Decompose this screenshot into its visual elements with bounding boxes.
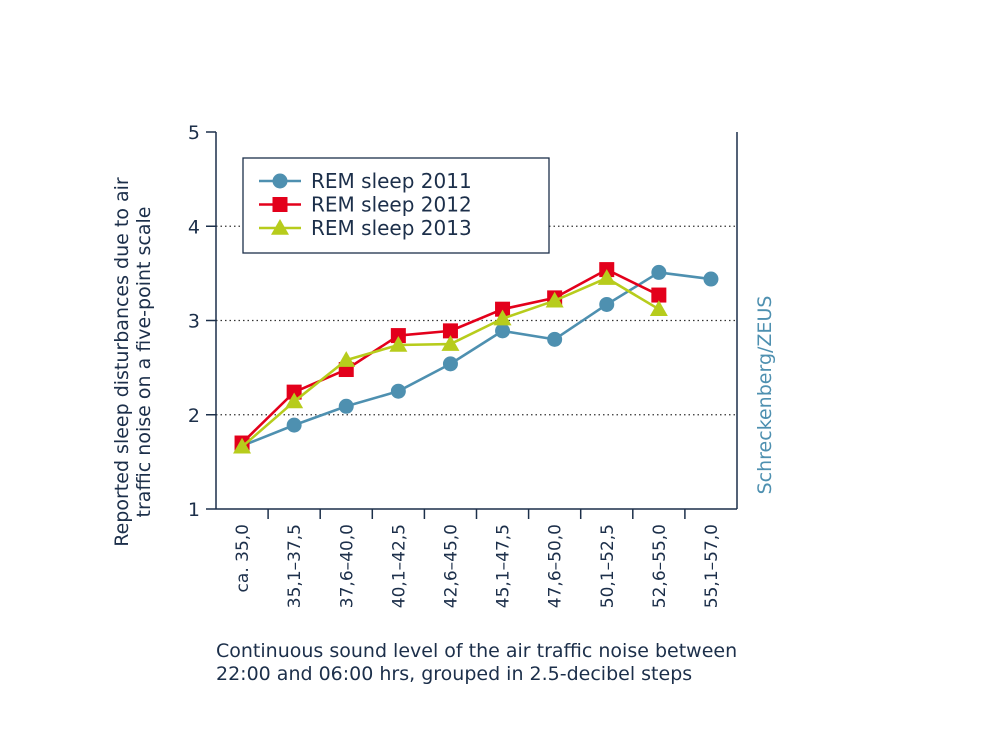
data-point	[389, 336, 408, 352]
series-3	[233, 269, 668, 454]
legend-item: REM sleep 2012	[259, 193, 472, 217]
data-point	[390, 383, 406, 399]
data-point	[597, 269, 616, 285]
y-tick-labels: 1 2 3 4 5	[188, 122, 200, 521]
y-tick-label: 3	[188, 311, 200, 333]
data-point	[442, 356, 458, 372]
y-axis-title-line-2: traffic noise on a five-point scale	[133, 207, 155, 518]
x-tick-label: 35,1–37,5	[285, 524, 305, 608]
axes	[206, 131, 738, 519]
legend-item: REM sleep 2013	[259, 216, 472, 240]
x-tick-label: 37,6–40,0	[337, 524, 357, 608]
data-point	[495, 323, 511, 339]
data-point	[286, 384, 302, 400]
source-credit: Schreckenberg/ZEUS	[754, 296, 776, 495]
legend-marker	[272, 173, 288, 189]
legend-marker	[271, 219, 289, 235]
data-point	[233, 437, 252, 454]
x-axis-title-line-1: Continuous sound level of the air traffi…	[216, 640, 738, 662]
x-tick-label: 42,6–45,0	[441, 524, 461, 608]
x-axis-title: Continuous sound level of the air traffi…	[216, 640, 856, 686]
x-axis-title-line-2: 22:00 and 06:00 hrs, grouped in 2.5-deci…	[216, 663, 693, 685]
legend-label: REM sleep 2011	[311, 169, 472, 193]
data-point	[285, 392, 304, 409]
legend-label: REM sleep 2013	[311, 216, 472, 240]
data-point	[651, 287, 667, 303]
series-line	[241, 268, 660, 444]
data-point	[495, 301, 511, 317]
legend-item: REM sleep 2011	[259, 169, 472, 193]
y-axis-title-line-1: Reported sleep disturbances due to air	[111, 177, 133, 547]
x-tick-label: 40,1–42,5	[389, 524, 409, 608]
data-point	[441, 335, 460, 351]
data-point	[286, 417, 302, 433]
data-point	[703, 271, 719, 287]
series-1	[234, 264, 719, 454]
x-tick-label: 50,1–52,5	[598, 524, 618, 608]
data-point	[599, 296, 615, 312]
x-tick-label: 45,1–47,5	[494, 524, 514, 608]
data-point	[442, 323, 458, 339]
data-point	[547, 331, 563, 347]
data-point	[390, 328, 406, 344]
x-tick-label: 52,6–55,0	[650, 524, 670, 608]
legend-marker	[272, 197, 288, 212]
y-tick-label: 1	[188, 499, 200, 521]
legend-label: REM sleep 2012	[311, 193, 472, 217]
y-axis-title: Reported sleep disturbances due to air t…	[111, 177, 155, 547]
y-tick-label: 2	[188, 405, 200, 427]
x-tick-label: ca. 35,0	[233, 524, 253, 592]
y-tick-label: 5	[188, 122, 200, 144]
y-tick-label: 4	[188, 216, 200, 238]
x-tick-label: 55,1–57,0	[702, 524, 722, 608]
data-point	[338, 398, 354, 414]
series-line	[241, 271, 712, 448]
data-point	[651, 264, 667, 280]
data-point	[545, 291, 564, 308]
data-point	[493, 309, 512, 326]
x-tick-labels: ca. 35,0 35,1–37,5 37,6–40,0 40,1–42,5 42,6–…	[233, 524, 722, 608]
data-point	[649, 300, 668, 316]
series	[233, 262, 719, 454]
x-tick-label: 47,6–50,0	[546, 524, 566, 608]
data-point	[337, 351, 356, 367]
